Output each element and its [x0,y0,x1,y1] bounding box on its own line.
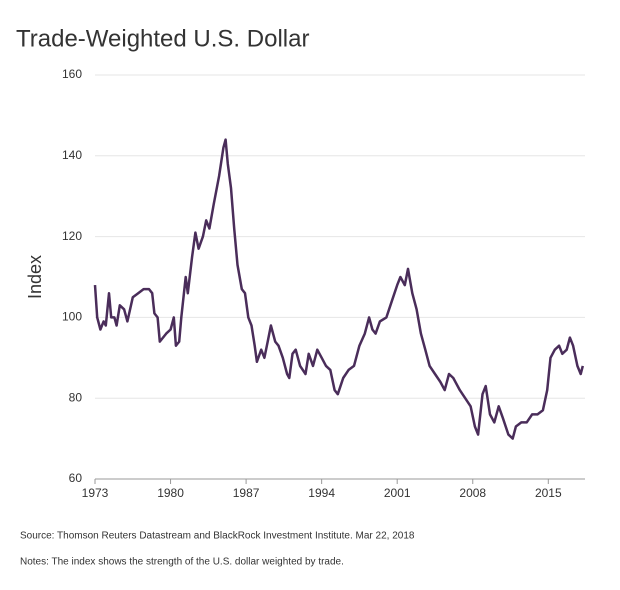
y-tick-label: 140 [62,148,82,162]
x-tick-label: 2008 [459,486,486,500]
data-line [93,138,585,440]
x-tick-label: 1980 [157,486,184,500]
y-tick-label: 160 [62,67,82,81]
notes: Notes: The index shows the strength of t… [20,557,344,568]
y-axis-label: Index [25,255,45,299]
y-tick-label: 80 [69,390,83,404]
x-tick-label: 2001 [384,486,411,500]
x-tick-label: 1987 [233,486,260,500]
x-tick-label: 1994 [308,486,335,500]
y-tick-label: 100 [62,310,82,324]
chart-title: Trade-Weighted U.S. Dollar [16,25,309,52]
y-tick-label: 120 [62,229,82,243]
x-tick-label: 2015 [535,486,562,500]
source-note: Source: Thomson Reuters Datastream and B… [20,531,415,542]
y-tick-label: 60 [69,471,83,485]
x-tick-label: 1973 [82,486,109,500]
